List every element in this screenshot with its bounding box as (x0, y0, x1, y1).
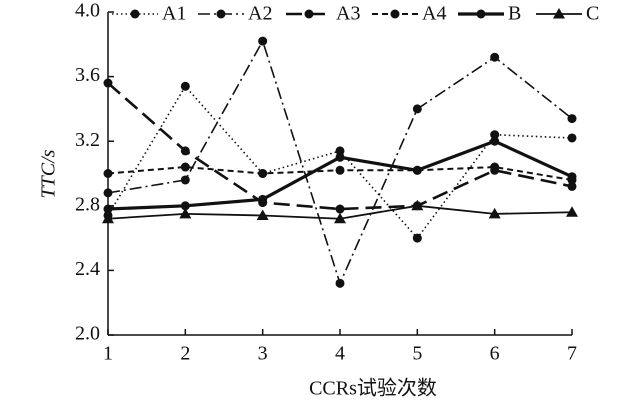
data-point (490, 162, 500, 172)
x-tick-label: 2 (180, 343, 190, 365)
series-line (107, 39, 573, 286)
data-point (412, 233, 422, 243)
data-point (258, 36, 268, 46)
x-tick-label: 1 (103, 343, 113, 365)
legend-marker (390, 9, 400, 19)
data-point (567, 133, 577, 143)
data-point (180, 201, 190, 211)
data-point (567, 181, 577, 191)
data-point (258, 169, 268, 178)
data-point (335, 146, 345, 156)
legend-label: A1 (162, 3, 186, 25)
data-point (335, 152, 345, 162)
y-tick-label: 3.6 (75, 64, 100, 86)
data-point (103, 169, 113, 178)
data-point (567, 114, 577, 124)
data-point (490, 136, 500, 146)
data-point (335, 278, 345, 288)
data-point (180, 175, 190, 185)
data-point (103, 188, 113, 198)
data-point (180, 162, 190, 172)
legend-label: C (586, 3, 599, 25)
legend-label: A2 (248, 3, 272, 25)
data-point (411, 199, 424, 211)
data-point (490, 52, 500, 62)
x-tick-label: 5 (412, 343, 422, 365)
y-axis-label: TTC/s (38, 149, 60, 198)
data-point (334, 212, 346, 224)
data-point (179, 207, 192, 219)
data-point (567, 172, 577, 182)
data-point (102, 212, 114, 224)
y-tick-label: 2.4 (75, 258, 100, 280)
y-tick-label: 2.0 (75, 323, 100, 345)
data-point (335, 204, 345, 214)
data-point (180, 146, 190, 156)
x-tick-label: 7 (567, 343, 577, 365)
data-point (180, 81, 190, 91)
data-point (412, 104, 422, 114)
legend-marker (130, 9, 140, 19)
data-point (566, 206, 578, 217)
legend-label: A3 (336, 3, 360, 25)
legend-marker (216, 9, 226, 19)
y-tick-label: 2.8 (75, 193, 100, 215)
legend-marker (304, 9, 314, 19)
y-tick-label: 3.2 (75, 129, 100, 151)
data-point (488, 207, 501, 219)
legend-label: A4 (422, 3, 446, 25)
legend-marker (553, 8, 565, 19)
legend-marker (476, 9, 486, 19)
data-point (103, 204, 113, 214)
data-point (335, 165, 345, 175)
y-tick-label: 4.0 (75, 0, 100, 22)
x-tick-label: 4 (335, 343, 345, 365)
data-point (412, 165, 422, 175)
legend-label: B (508, 3, 521, 25)
x-axis-label: CCRs试验次数 (309, 377, 437, 400)
x-tick-label: 6 (490, 343, 500, 365)
data-point (103, 78, 113, 88)
x-tick-label: 3 (258, 343, 268, 365)
data-point (490, 130, 500, 140)
data-point (256, 209, 269, 220)
data-point (258, 194, 268, 204)
